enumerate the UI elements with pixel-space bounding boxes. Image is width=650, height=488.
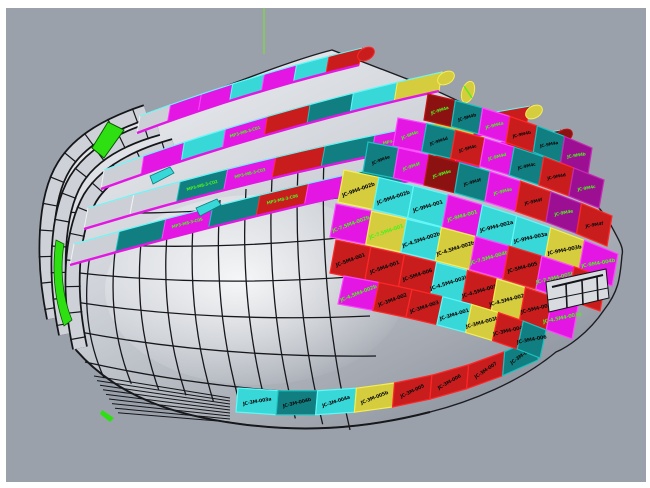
tip-mark	[463, 85, 473, 99]
panel-label: JC-9M4f	[523, 197, 543, 207]
panel-label: JC-9M4f	[462, 177, 482, 188]
panel-label: JC-9M4f	[401, 161, 421, 173]
green-sliver[interactable]	[53, 239, 73, 327]
ribbon-tip	[525, 104, 543, 120]
panel-label: JC-3M4-006	[515, 334, 547, 346]
ribbon-2: MP3-M8-3-C01	[100, 70, 455, 191]
panel-label: JC-9M4b	[566, 151, 586, 160]
cyan-sliver-2	[195, 198, 222, 217]
ribbon-rail-bottom	[100, 89, 440, 191]
green-panel[interactable]	[91, 121, 125, 159]
cyan-sliver-1	[149, 166, 175, 185]
ribbon-tip	[437, 70, 455, 86]
panel-label: JC-9M4a	[484, 120, 505, 131]
panel-label: JC-9M4e	[553, 208, 574, 218]
ribbon-rail-bottom	[136, 63, 360, 135]
ribbon-tip	[357, 46, 375, 62]
ribbon-1	[136, 46, 375, 135]
panel-label: JC-9M4e	[492, 187, 513, 198]
bottom-hatch-lines	[93, 375, 231, 423]
panel-label: JC-9M4a	[539, 140, 559, 150]
panel-label: JC-9M4f	[584, 221, 604, 230]
panel-label: JC-3M-003a	[241, 396, 271, 407]
surface-panel[interactable]	[568, 167, 605, 209]
hull-bottom-edge	[75, 349, 431, 430]
panel-label: JC-9M4d	[546, 172, 567, 182]
cad-viewport[interactable]: MP3-M8-3-C01 MP3-M8-3-C02 MP3-M8-3-C03 MP3-…	[6, 8, 646, 482]
panel-label: JC-9M4c	[576, 184, 596, 193]
ribbon-rail-top	[139, 47, 363, 117]
panel-label: JC-9M4e	[431, 169, 452, 181]
panel-label: JC-9M4c	[457, 143, 478, 155]
hull-highlight	[105, 195, 405, 385]
surface-panel[interactable]	[516, 320, 547, 359]
surface-panel[interactable]	[575, 202, 613, 247]
panel-label: JC-9M4a	[429, 105, 450, 117]
door-opening[interactable]	[545, 268, 610, 313]
panel-label: JC-9M4b	[511, 130, 532, 140]
panel-label: JC-9M4c	[516, 161, 537, 171]
panel-label: JC-9M4b	[456, 112, 477, 123]
ribbon-rail-top	[103, 71, 443, 171]
green-mark	[100, 410, 114, 422]
panel-label: JC-9M4d	[486, 152, 507, 163]
